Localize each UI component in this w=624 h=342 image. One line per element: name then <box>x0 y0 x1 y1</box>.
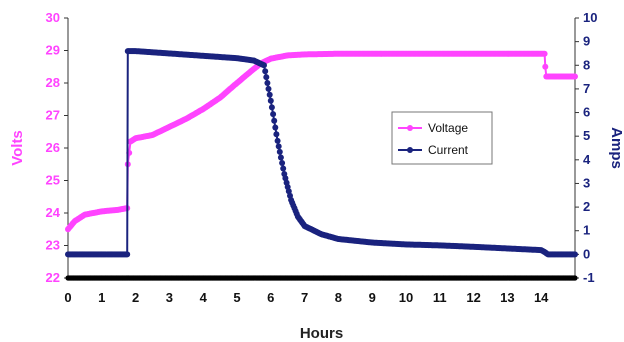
y-right-tick-label: 9 <box>583 34 590 49</box>
x-tick-label: 5 <box>233 290 240 305</box>
y-left-tick-label: 30 <box>46 10 60 25</box>
y-left-tick-label: 24 <box>46 205 61 220</box>
y-left-tick-label: 28 <box>46 75 60 90</box>
y-right-tick-label: 4 <box>583 152 591 167</box>
y-right-tick-label: 5 <box>583 128 590 143</box>
y-right-tick-label: 2 <box>583 199 590 214</box>
series-point-current <box>267 97 274 104</box>
x-axis-title: Hours <box>300 325 343 342</box>
y-right-tick-label: 6 <box>583 105 590 120</box>
y-axis-right-title: Amps <box>608 127 624 169</box>
y-axis-left-title: Volts <box>9 130 26 166</box>
y-left-tick-label: 29 <box>46 43 60 58</box>
legend-label-current: Current <box>428 143 469 157</box>
x-tick-label: 7 <box>301 290 308 305</box>
x-tick-label: 12 <box>466 290 480 305</box>
x-tick-label: 2 <box>132 290 139 305</box>
series-point-current <box>263 74 270 81</box>
series-point-current <box>265 85 272 92</box>
y-right-tick-label: 0 <box>583 246 590 261</box>
series-point-current <box>272 124 279 131</box>
y-left-tick-label: 26 <box>46 140 60 155</box>
series-point-current <box>271 117 278 124</box>
y-right-tick-label: 7 <box>583 81 590 96</box>
series-point-current <box>268 104 275 111</box>
y-right-tick-label: -1 <box>583 270 595 285</box>
x-tick-label: 4 <box>200 290 208 305</box>
series-point-voltage <box>572 73 578 80</box>
legend-box <box>391 111 493 165</box>
series-point-current <box>572 251 578 258</box>
series-point-current <box>280 165 287 172</box>
series-point-voltage <box>542 63 549 70</box>
series-point-current <box>124 251 131 258</box>
series-point-current <box>273 131 280 138</box>
series-point-current <box>277 154 284 161</box>
series-point-current <box>279 160 286 166</box>
x-tick-label: 8 <box>335 290 342 305</box>
series-line-voltage <box>67 52 575 230</box>
x-tick-label: 9 <box>369 290 376 305</box>
legend-swatch-marker <box>407 147 413 153</box>
baseline-point <box>572 275 578 281</box>
x-tick-label: 3 <box>166 290 173 305</box>
y-left-tick-label: 27 <box>46 108 60 123</box>
series-point-current <box>264 80 271 86</box>
y-left-tick-label: 22 <box>46 270 60 285</box>
series-point-current <box>274 137 281 144</box>
y-left-tick-label: 23 <box>46 238 60 253</box>
y-right-tick-label: 10 <box>583 10 597 25</box>
plot-area <box>65 48 578 281</box>
x-tick-label: 14 <box>534 290 549 305</box>
legend-label-voltage: Voltage <box>428 121 468 135</box>
series-line-current <box>68 50 575 256</box>
x-tick-label: 0 <box>64 290 71 305</box>
series-point-current <box>266 91 273 98</box>
series-point-current <box>276 148 283 155</box>
x-tick-label: 13 <box>500 290 514 305</box>
y-right-tick-label: 8 <box>583 57 590 72</box>
x-tick-label: 10 <box>399 290 413 305</box>
y-right-tick-label: 3 <box>583 175 590 190</box>
series-point-current <box>275 143 282 150</box>
x-tick-label: 11 <box>433 290 447 305</box>
y-left-tick-label: 25 <box>46 173 60 188</box>
series-point-current <box>262 68 269 75</box>
series-point-current <box>270 111 277 118</box>
legend: Voltage Current <box>391 111 493 165</box>
x-tick-label: 6 <box>267 290 274 305</box>
legend-swatch-marker <box>407 125 413 131</box>
series-point-current <box>261 62 267 69</box>
y-right-tick-label: 1 <box>583 223 590 238</box>
x-tick-label: 1 <box>98 290 105 305</box>
series-point-voltage <box>541 50 548 57</box>
